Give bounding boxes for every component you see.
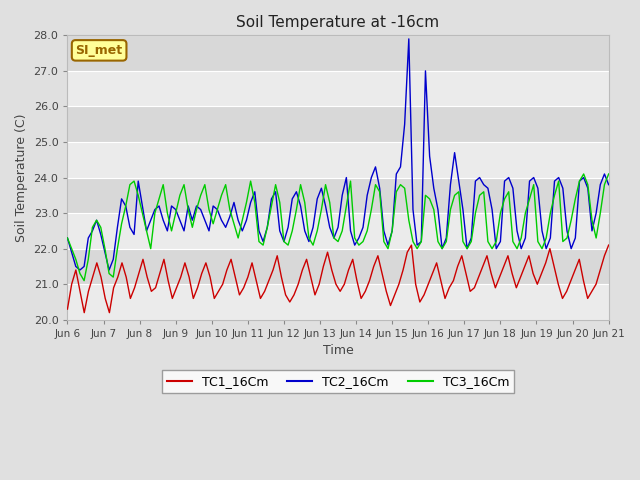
Bar [67,107,609,142]
Bar [67,142,609,178]
X-axis label: Time: Time [323,344,353,357]
Bar [67,178,609,213]
Bar [67,249,609,284]
Bar [67,284,609,320]
Bar [67,36,609,71]
Bar [67,213,609,249]
Title: Soil Temperature at -16cm: Soil Temperature at -16cm [236,15,440,30]
Y-axis label: Soil Temperature (C): Soil Temperature (C) [15,113,28,242]
Bar [67,71,609,107]
Text: SI_met: SI_met [76,44,123,57]
Legend: TC1_16Cm, TC2_16Cm, TC3_16Cm: TC1_16Cm, TC2_16Cm, TC3_16Cm [162,370,514,393]
